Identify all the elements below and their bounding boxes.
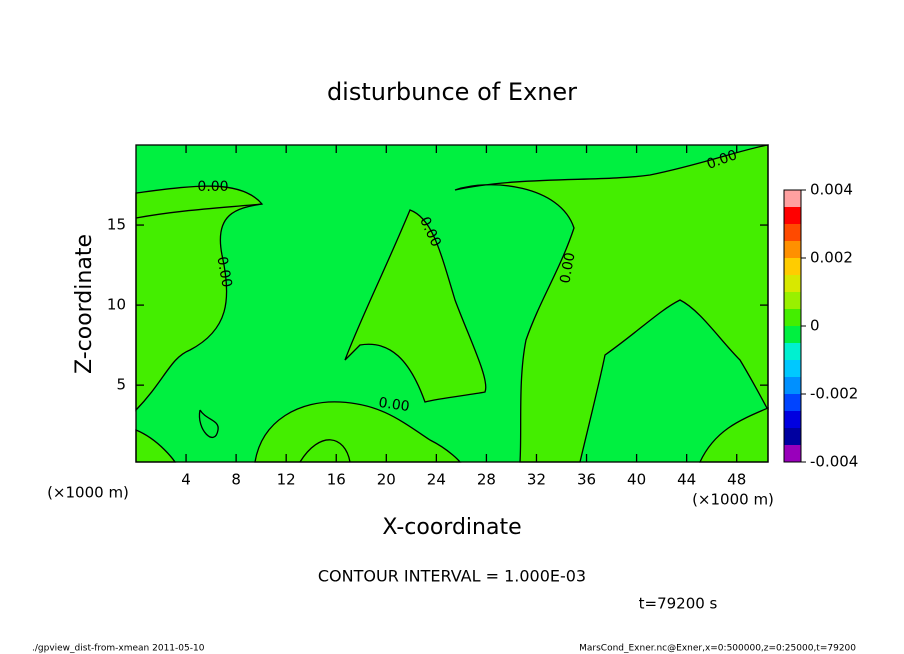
plot-frame <box>135 144 769 463</box>
colorbar-cell <box>784 326 801 343</box>
colorbar-cell <box>784 411 801 428</box>
colorbar-cell <box>784 309 801 326</box>
contour-line <box>198 409 219 438</box>
colorbar-cell <box>784 207 801 224</box>
colorbar-cell <box>784 190 801 207</box>
region <box>454 144 769 463</box>
x-tick-label: 16 <box>327 471 346 489</box>
colorbar-tick-label: 0.002 <box>810 249 853 267</box>
contour-label: 0.00 <box>213 255 234 288</box>
x-tick-label: 4 <box>181 471 191 489</box>
colorbar-tick-label: -0.004 <box>810 453 858 471</box>
colorbar-cell <box>784 343 801 360</box>
footer-right: MarsCond_Exner.nc@Exner,x=0:500000,z=0:2… <box>579 644 856 654</box>
region <box>254 401 462 463</box>
y-tick-label: 15 <box>107 216 126 234</box>
colorbar-tick-label: -0.002 <box>810 385 858 403</box>
x-tick-label: 12 <box>277 471 296 489</box>
region <box>344 209 487 403</box>
colorbar-cell <box>784 394 801 411</box>
time-label: t=79200 s <box>639 595 718 613</box>
y-axis-label: Z-coordinate <box>72 234 97 374</box>
contour-label: 0.00 <box>377 395 410 415</box>
contour-label: 0.00 <box>557 251 578 284</box>
x-axis-label: X-coordinate <box>382 515 521 540</box>
x-tick-label: 20 <box>377 471 396 489</box>
chart-title: disturbunce of Exner <box>327 78 577 106</box>
colorbar-cell <box>784 292 801 309</box>
x-tick-label: 40 <box>627 471 646 489</box>
x-tick-label: 36 <box>577 471 596 489</box>
colorbar-cell <box>784 241 801 258</box>
colorbar-cell <box>784 445 801 462</box>
contour-label: 0.00 <box>197 179 228 195</box>
annotation: CONTOUR INTERVAL = 1.000E-03 <box>318 567 586 586</box>
region <box>135 185 264 412</box>
y-unit-label: (×1000 m) <box>47 484 129 502</box>
colorbar-tick-label: 0.004 <box>810 181 853 199</box>
colorbar-cell <box>784 360 801 377</box>
contour-line <box>299 439 351 463</box>
x-tick-label: 48 <box>727 471 746 489</box>
x-tick-label: 44 <box>677 471 696 489</box>
colorbar-cell <box>784 428 801 445</box>
colorbar-tick-label: 0 <box>810 317 820 335</box>
colorbar-cell <box>784 258 801 275</box>
contour-regions <box>135 144 769 463</box>
y-tick-label: 10 <box>107 296 126 314</box>
contour-line <box>135 203 263 219</box>
colorbar-cell <box>784 275 801 292</box>
x-tick-label: 24 <box>427 471 446 489</box>
y-tick-label: 5 <box>116 376 126 394</box>
x-tick-label: 32 <box>527 471 546 489</box>
x-tick-label: 28 <box>477 471 496 489</box>
x-unit-label: (×1000 m) <box>692 491 774 509</box>
colorbar-cell <box>784 224 801 241</box>
footer-left: ./gpview_dist-from-xmean 2011-05-10 <box>32 644 205 654</box>
x-tick-label: 8 <box>231 471 241 489</box>
colorbar-cell <box>784 377 801 394</box>
